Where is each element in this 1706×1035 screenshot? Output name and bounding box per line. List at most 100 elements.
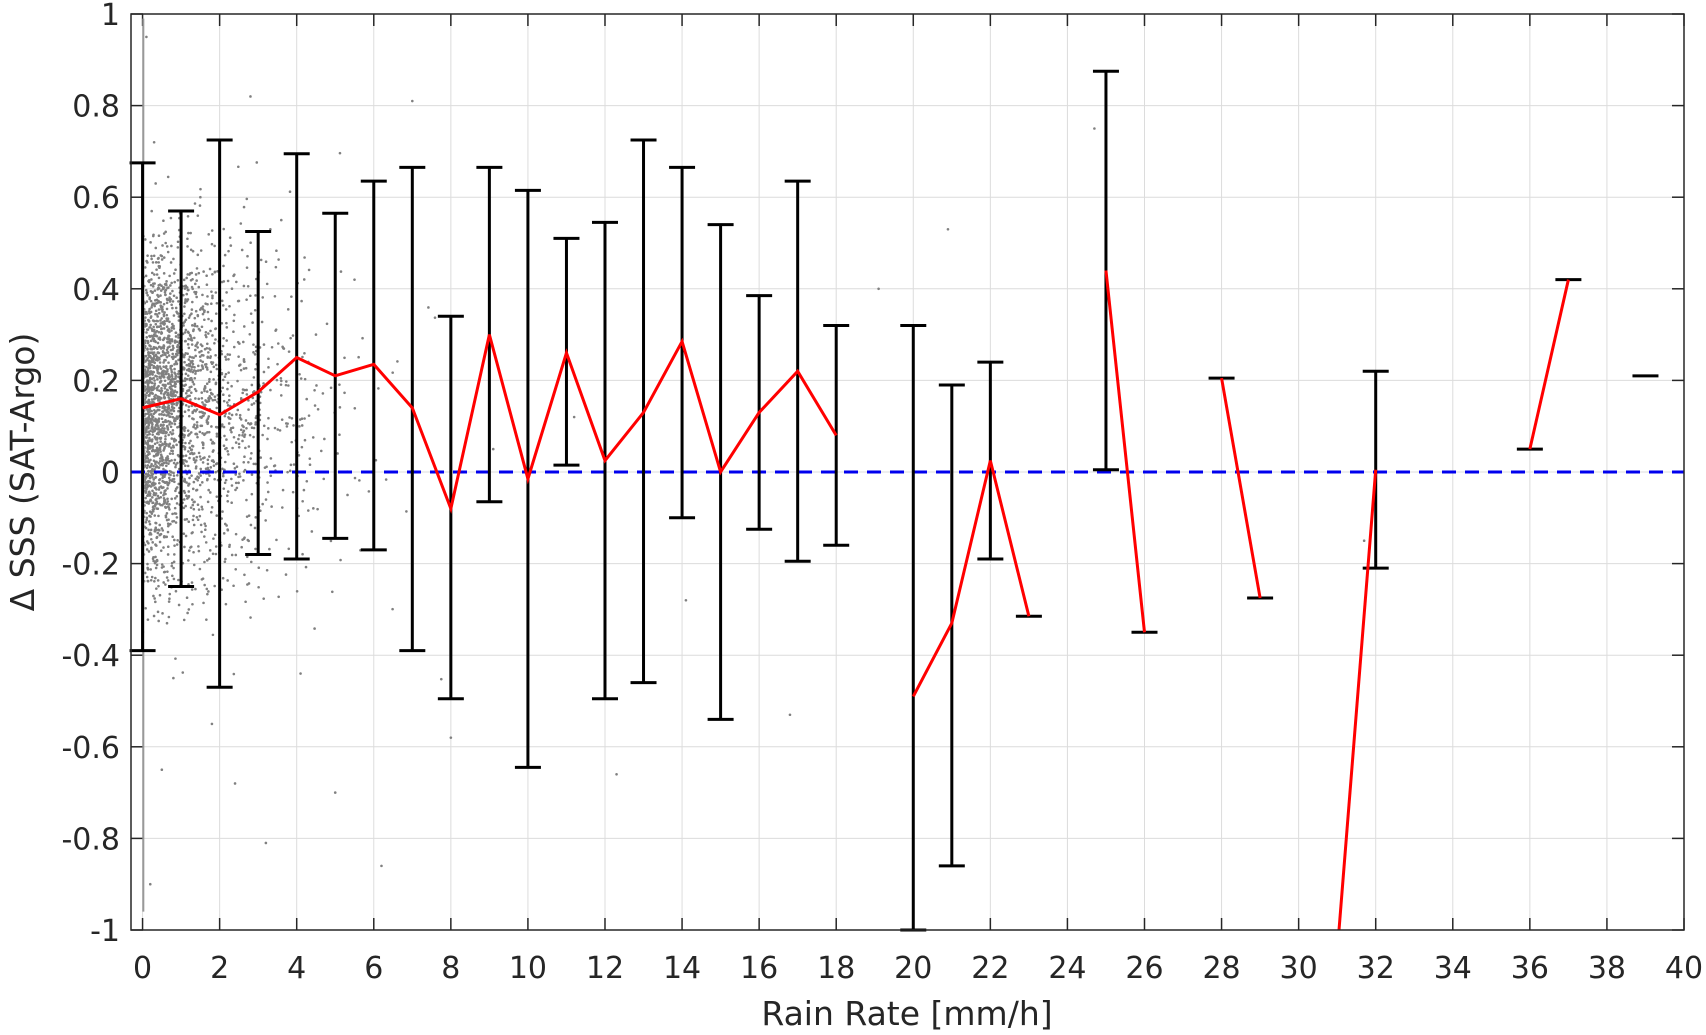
scatter-point xyxy=(267,427,270,430)
scatter-point xyxy=(162,327,166,330)
scatter-point xyxy=(281,506,284,509)
scatter-point xyxy=(262,382,265,385)
scatter-point xyxy=(196,435,199,439)
scatter-point xyxy=(170,497,173,501)
scatter-point xyxy=(307,509,310,512)
scatter-point xyxy=(191,518,195,522)
scatter-point xyxy=(152,464,155,468)
scatter-point xyxy=(162,486,165,489)
scatter-point xyxy=(353,406,357,410)
scatter-point xyxy=(190,391,193,394)
scatter-point xyxy=(210,229,214,232)
scatter-point xyxy=(303,377,307,381)
scatter-point xyxy=(194,397,197,400)
scatter-point xyxy=(152,354,156,358)
scatter-point xyxy=(200,481,204,484)
scatter-point xyxy=(214,552,218,556)
scatter-point xyxy=(195,432,199,436)
scatter-point xyxy=(146,443,149,446)
scatter-point xyxy=(174,463,178,466)
scatter-point xyxy=(189,439,192,443)
scatter-point xyxy=(154,600,157,604)
scatter-point xyxy=(157,584,160,588)
scatter-point xyxy=(148,366,152,370)
scatter-point xyxy=(164,365,168,368)
scatter-point xyxy=(172,384,176,387)
scatter-point xyxy=(172,560,176,564)
scatter-point xyxy=(284,383,288,387)
scatter-point xyxy=(155,313,159,316)
scatter-point xyxy=(491,447,495,451)
scatter-point xyxy=(277,258,280,261)
scatter-point xyxy=(290,440,294,444)
scatter-point xyxy=(155,298,159,302)
scatter-point xyxy=(157,396,160,400)
scatter-point xyxy=(300,417,304,421)
scatter-point xyxy=(276,428,280,431)
mean-line xyxy=(142,334,838,514)
scatter-point xyxy=(147,381,151,385)
scatter-point xyxy=(149,578,153,582)
scatter-point xyxy=(170,437,174,440)
x-tick-label: 30 xyxy=(1280,951,1318,986)
scatter-point xyxy=(192,563,196,567)
scatter-point xyxy=(223,414,227,418)
scatter-point xyxy=(209,466,213,469)
scatter-point xyxy=(153,449,157,453)
scatter-point xyxy=(232,330,235,334)
scatter-point xyxy=(427,306,430,309)
scatter-point xyxy=(160,317,163,320)
scatter-point xyxy=(245,426,248,430)
scatter-point xyxy=(190,474,193,477)
scatter-point xyxy=(184,391,188,395)
scatter-point xyxy=(184,454,188,457)
scatter-point xyxy=(254,421,258,424)
scatter-point xyxy=(185,276,188,280)
scatter-point xyxy=(168,597,171,600)
scatter-point xyxy=(158,376,162,379)
scatter-point xyxy=(215,301,219,305)
scatter-point xyxy=(169,292,172,295)
scatter-point xyxy=(226,404,230,407)
scatter-point xyxy=(170,364,174,368)
scatter-point xyxy=(164,515,168,519)
scatter-point xyxy=(157,276,161,280)
scatter-point xyxy=(151,475,154,479)
scatter-point xyxy=(222,487,226,490)
scatter-point xyxy=(145,417,149,420)
x-tick-label: 34 xyxy=(1434,951,1472,986)
scatter-point xyxy=(263,466,267,469)
scatter-point xyxy=(198,355,202,358)
scatter-point xyxy=(146,374,149,378)
scatter-point xyxy=(279,218,283,222)
scatter-point xyxy=(200,391,204,394)
scatter-point xyxy=(150,327,154,331)
scatter-point xyxy=(241,340,245,344)
scatter-point xyxy=(150,303,154,307)
scatter-point xyxy=(188,355,192,359)
scatter-point xyxy=(223,253,227,257)
scatter-point xyxy=(172,438,176,442)
scatter-point xyxy=(185,368,189,372)
scatter-point xyxy=(249,312,253,315)
scatter-point xyxy=(183,312,186,316)
scatter-point xyxy=(155,388,159,392)
scatter-point xyxy=(145,312,149,315)
scatter-point xyxy=(233,467,237,470)
scatter-point xyxy=(200,410,203,414)
scatter-point xyxy=(207,430,211,434)
scatter-point xyxy=(291,334,295,337)
scatter-point xyxy=(146,562,149,566)
scatter-point xyxy=(237,442,241,446)
scatter-point xyxy=(188,314,192,317)
scatter-point xyxy=(146,439,150,443)
scatter-point xyxy=(190,343,194,346)
scatter-point xyxy=(166,337,169,341)
scatter-point xyxy=(229,428,232,432)
scatter-point xyxy=(144,520,148,524)
scatter-point xyxy=(176,278,180,282)
scatter-point xyxy=(154,346,158,349)
scatter-point xyxy=(149,290,153,293)
scatter-point xyxy=(157,431,160,435)
scatter-point xyxy=(338,151,342,155)
